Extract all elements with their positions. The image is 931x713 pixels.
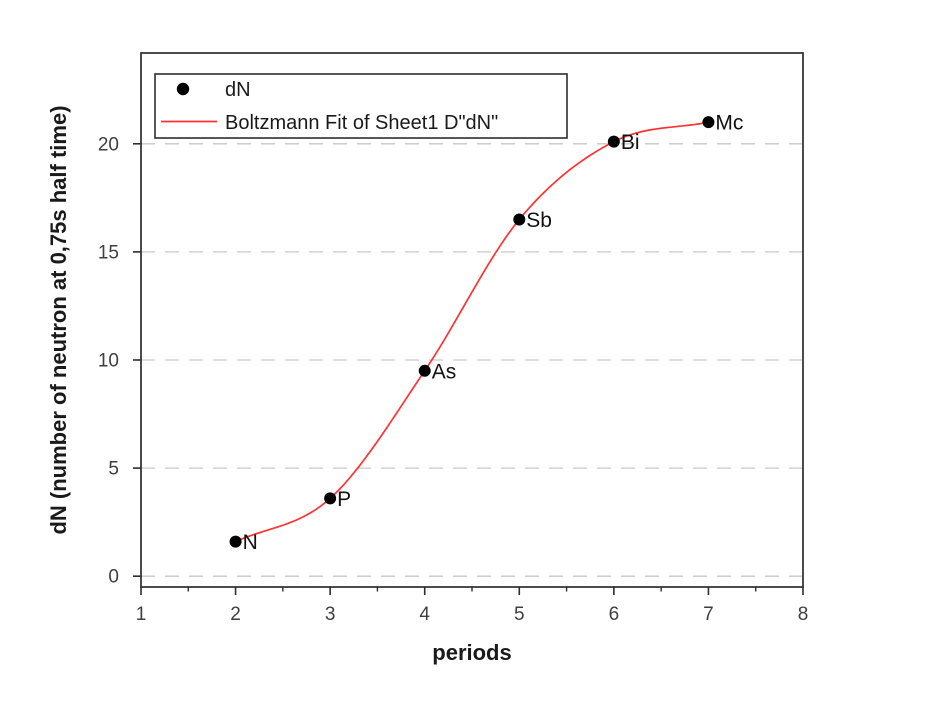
legend-label-dn: dN	[225, 79, 251, 101]
y-tick-label: 0	[108, 567, 119, 588]
y-axis-title: dN (number of neutron at 0,75s half time…	[46, 105, 71, 534]
x-tick-label: 4	[419, 604, 430, 625]
data-point-label-Sb: Sb	[526, 209, 552, 232]
data-point-label-Bi: Bi	[621, 131, 640, 154]
legend-box	[154, 73, 568, 139]
data-point-label-P: P	[337, 488, 351, 511]
boltzmann-fit-curve	[235, 121, 709, 543]
x-tick-label: 7	[703, 604, 714, 625]
data-point-N	[229, 535, 242, 548]
data-point-As	[418, 364, 431, 377]
x-axis-title: periods	[432, 640, 511, 665]
data-point-Mc	[702, 116, 715, 129]
x-tick-label: 5	[514, 604, 525, 625]
y-tick-label: 20	[98, 134, 119, 155]
legend-marker-dot	[176, 82, 190, 96]
data-point-label-Mc: Mc	[715, 112, 743, 135]
x-tick-label: 1	[136, 604, 147, 625]
data-point-Bi	[607, 135, 620, 148]
legend-label-fit: Boltzmann Fit of Sheet1 D"dN"	[225, 112, 498, 134]
x-tick-label: 2	[230, 604, 241, 625]
x-tick-label: 6	[609, 604, 620, 625]
data-point-P	[324, 492, 337, 505]
y-tick-label: 15	[98, 242, 119, 263]
data-point-label-As: As	[432, 360, 457, 383]
data-point-label-N: N	[243, 531, 258, 554]
data-point-Sb	[513, 213, 526, 226]
x-tick-label: 3	[325, 604, 336, 625]
x-tick-label: 8	[798, 604, 809, 625]
y-tick-label: 10	[98, 350, 119, 371]
y-tick-label: 5	[108, 459, 119, 480]
